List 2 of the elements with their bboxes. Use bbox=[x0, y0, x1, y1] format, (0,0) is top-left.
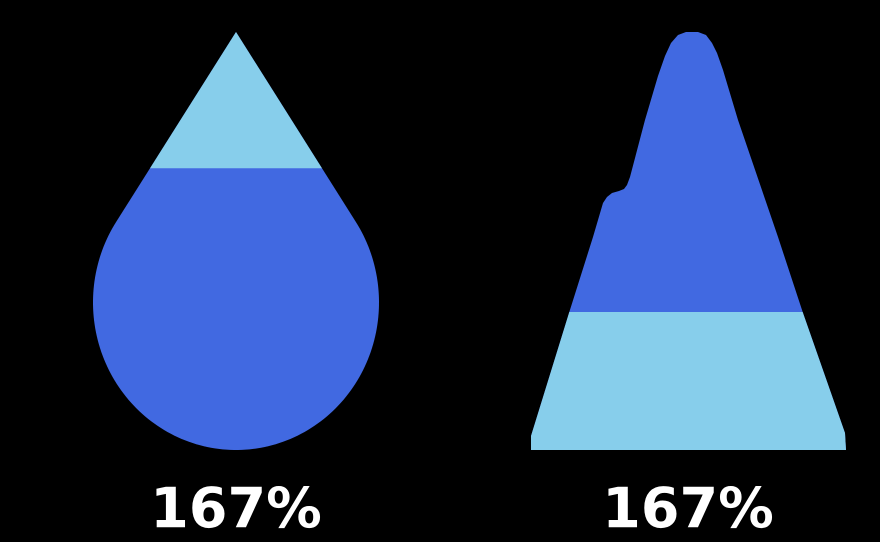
data-label: 167% bbox=[608, 486, 772, 528]
data-label: 167% bbox=[156, 486, 320, 528]
